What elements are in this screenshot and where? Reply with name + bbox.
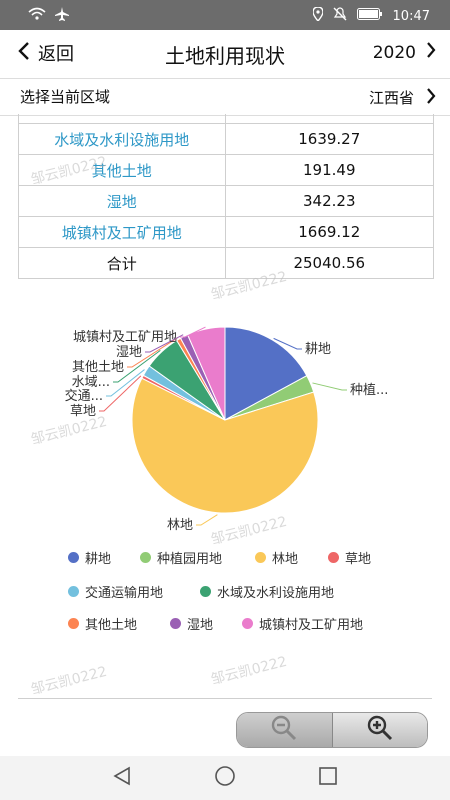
legend-item[interactable]: 林地 xyxy=(255,548,298,567)
legend-dot xyxy=(255,552,266,563)
land-use-table: 水域及水利设施用地 1639.27 其他土地 191.49 湿地 342.23 … xyxy=(18,114,434,279)
legend-dot xyxy=(170,618,181,629)
pie-label: 交通... xyxy=(65,388,103,404)
legend-item[interactable]: 交通运输用地 xyxy=(68,582,163,601)
app-header: 返回 土地利用现状 2020 xyxy=(0,30,450,78)
pie-slice[interactable] xyxy=(224,326,308,421)
pie-label-line xyxy=(273,337,302,350)
zoom-in-icon xyxy=(366,714,394,746)
legend-item[interactable]: 城镇村及工矿用地 xyxy=(242,614,363,633)
chevron-left-icon xyxy=(18,41,30,65)
total-value: 25040.56 xyxy=(293,254,366,272)
table-row: 其他土地 191.49 xyxy=(19,154,433,185)
nav-back-icon[interactable] xyxy=(112,766,132,790)
legend-item[interactable]: 耕地 xyxy=(68,548,111,567)
zoom-out-button[interactable] xyxy=(237,713,333,747)
row-name[interactable]: 城镇村及工矿用地 xyxy=(19,217,226,247)
pie-label-line xyxy=(145,334,184,353)
nav-home-icon[interactable] xyxy=(214,765,236,791)
table-row: 水域及水利设施用地 1639.27 xyxy=(19,123,433,154)
watermark: 邹云凯0222 xyxy=(209,653,289,689)
legend-label: 水域及水利设施用地 xyxy=(217,586,335,601)
watermark: 邹云凯0222 xyxy=(29,663,109,699)
divider xyxy=(18,698,432,699)
pie-label-line xyxy=(99,375,142,412)
legend-label: 耕地 xyxy=(85,552,112,567)
legend-label: 种植园用地 xyxy=(157,552,223,567)
pie-slice[interactable] xyxy=(131,377,319,514)
pie-label: 林地 xyxy=(167,518,193,533)
table-row: 湿地 342.23 xyxy=(19,185,433,216)
table-total-row: 合计 25040.56 xyxy=(19,247,433,278)
legend-label: 草地 xyxy=(345,552,372,567)
legend-dot xyxy=(242,618,253,629)
legend-item[interactable]: 湿地 xyxy=(170,614,213,633)
pie-label-line xyxy=(312,382,347,391)
wifi-icon xyxy=(28,7,46,25)
pie-label: 湿地 xyxy=(116,345,142,360)
region-selector[interactable]: 选择当前区域 江西省 xyxy=(0,78,450,116)
legend-item[interactable]: 其他土地 xyxy=(68,614,137,633)
legend-item[interactable]: 种植园用地 xyxy=(140,548,222,567)
nav-recents-icon[interactable] xyxy=(318,766,338,790)
row-name[interactable]: 湿地 xyxy=(19,186,226,216)
year-selector[interactable]: 2020 xyxy=(373,42,436,63)
row-value: 1669.12 xyxy=(298,223,361,241)
status-bar: 10:47 xyxy=(0,0,450,30)
battery-icon xyxy=(356,8,383,24)
pie-label-line xyxy=(113,349,161,383)
row-name[interactable]: 其他土地 xyxy=(19,155,226,185)
pie-label-line xyxy=(106,369,145,397)
row-name[interactable]: 水域及水利设施用地 xyxy=(19,124,226,154)
pie-label: 城镇村及工矿用地 xyxy=(73,330,177,345)
pie-label: 种植... xyxy=(350,383,388,398)
region-value: 江西省 xyxy=(368,89,414,107)
pie-label-line xyxy=(127,337,178,368)
legend-item[interactable]: 草地 xyxy=(328,548,371,567)
row-value: 1639.27 xyxy=(298,130,361,148)
pie-label: 草地 xyxy=(70,404,96,419)
pie-label-line xyxy=(180,326,206,338)
row-value: 342.23 xyxy=(303,192,356,210)
airplane-icon xyxy=(54,7,70,25)
system-nav-bar xyxy=(0,756,450,800)
legend-label: 其他土地 xyxy=(85,618,138,633)
legend-item[interactable]: 水域及水利设施用地 xyxy=(200,582,334,601)
legend-label: 湿地 xyxy=(187,618,214,633)
page-title: 土地利用现状 xyxy=(165,44,285,68)
total-label: 合计 xyxy=(19,248,226,278)
back-button[interactable]: 返回 xyxy=(18,40,74,66)
pie-label: 耕地 xyxy=(305,341,331,357)
pie-label: 其他土地 xyxy=(72,360,124,375)
chevron-right-icon xyxy=(426,42,436,63)
legend-dot xyxy=(328,552,339,563)
table-row-partial xyxy=(19,114,433,123)
zoom-out-icon xyxy=(270,714,298,746)
pie-slice[interactable] xyxy=(186,326,226,421)
status-time: 10:47 xyxy=(392,8,430,24)
chevron-right-icon xyxy=(426,87,436,108)
zoom-in-button[interactable] xyxy=(332,713,427,747)
legend-label: 城镇村及工矿用地 xyxy=(259,618,364,633)
pie-label-line xyxy=(196,514,218,526)
table-row: 城镇村及工矿用地 1669.12 xyxy=(19,216,433,247)
legend-label: 林地 xyxy=(272,552,299,567)
legend-dot xyxy=(140,552,151,563)
row-value: 191.49 xyxy=(303,161,356,179)
location-icon xyxy=(311,6,324,25)
legend-dot xyxy=(68,552,79,563)
back-label: 返回 xyxy=(38,44,74,65)
region-label: 选择当前区域 xyxy=(20,88,111,106)
pie-label: 水域... xyxy=(72,375,110,390)
zoom-control xyxy=(236,712,428,748)
legend-dot xyxy=(68,586,79,597)
legend-dot xyxy=(200,586,211,597)
year-value: 2020 xyxy=(372,42,416,63)
mute-icon xyxy=(333,7,347,25)
legend-dot xyxy=(68,618,79,629)
legend-label: 交通运输用地 xyxy=(85,586,164,601)
